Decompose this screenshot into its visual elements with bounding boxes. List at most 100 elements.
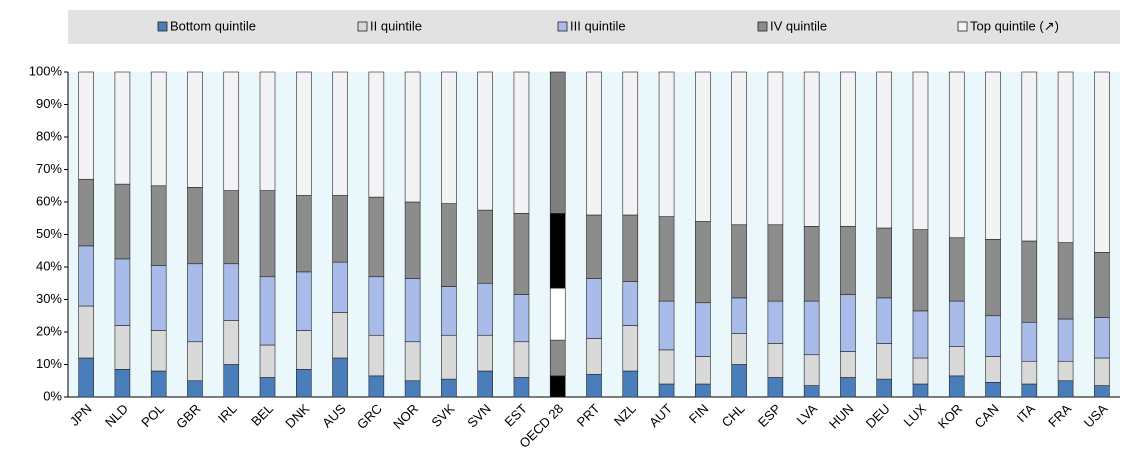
- bar-segment: [695, 356, 711, 385]
- legend-swatch: [557, 21, 568, 32]
- bar-segment: [1094, 71, 1110, 253]
- bar-segment: [1021, 383, 1038, 398]
- bar-segment: [549, 339, 566, 377]
- bar-segment: [985, 71, 1001, 240]
- bar-segment: [477, 370, 493, 398]
- x-tick-label: DNK: [282, 401, 312, 431]
- bar-segment: [767, 377, 784, 398]
- bar-segment: [259, 276, 276, 346]
- bar-segment: [259, 190, 276, 278]
- bar-segment: [586, 373, 602, 398]
- bar-segment: [840, 71, 856, 227]
- bar-segment: [1094, 252, 1110, 318]
- x-tick-label: BEL: [248, 401, 276, 429]
- bar-segment: [948, 71, 965, 239]
- x-tick-label: PRT: [574, 401, 603, 430]
- bar-segment: [223, 320, 240, 365]
- y-tick-label: 60%: [36, 193, 62, 208]
- x-tick-label: FIN: [686, 401, 711, 426]
- y-tick-label: 100%: [29, 63, 63, 78]
- bar-segment: [223, 190, 240, 265]
- bar-segment: [332, 357, 348, 398]
- bar-segment: [1094, 317, 1110, 359]
- bar-segment: [731, 364, 747, 398]
- x-tick-label: POL: [138, 401, 167, 430]
- x-tick-label: USA: [1081, 401, 1111, 431]
- bar-segment: [295, 330, 312, 370]
- bar-segment: [114, 71, 131, 185]
- bar-segment: [803, 300, 820, 356]
- y-tick-label: 40%: [36, 258, 62, 273]
- bar-segment: [658, 71, 675, 217]
- x-tick-label: EST: [502, 401, 531, 430]
- bar-segment: [368, 71, 385, 198]
- bar-segment: [695, 302, 711, 357]
- bar-segment: [1094, 357, 1110, 386]
- bar-segment: [658, 349, 675, 385]
- bar-segment: [912, 71, 929, 230]
- bar-segment: [948, 237, 965, 302]
- bar-segment: [658, 383, 675, 398]
- bar-segment: [477, 334, 493, 372]
- bar-segment: [1057, 360, 1074, 382]
- bar-segment: [114, 369, 131, 398]
- bar-segment: [622, 214, 639, 282]
- bar-segment: [150, 370, 167, 398]
- bar-segment: [948, 346, 965, 377]
- bar-segment: [114, 183, 131, 260]
- bar-segment: [295, 195, 312, 273]
- bar-segment: [767, 224, 784, 302]
- y-tick-label: 0%: [43, 388, 62, 403]
- x-tick-label: NLD: [102, 401, 131, 430]
- x-tick-label: GBR: [173, 401, 204, 432]
- bar-segment: [441, 334, 457, 380]
- bar-segment: [840, 226, 856, 295]
- x-tick-label: SVN: [464, 401, 494, 431]
- bar-segment: [586, 71, 602, 216]
- bar-segment: [586, 278, 602, 339]
- bar-segment: [441, 286, 457, 336]
- bar-segment: [840, 351, 856, 378]
- bar-segment: [622, 281, 639, 326]
- bar-segment: [404, 71, 421, 203]
- bar-segment: [368, 196, 385, 278]
- bar-segment: [404, 278, 421, 343]
- bar-segment: [549, 71, 566, 214]
- bar-segment: [876, 343, 893, 380]
- bar-segment: [948, 300, 965, 347]
- x-tick-label: ITA: [1014, 401, 1038, 425]
- bar-segment: [295, 369, 312, 398]
- bar-segment: [78, 305, 94, 359]
- bar-segment: [477, 282, 493, 336]
- legend-label: IV quintile: [770, 18, 827, 33]
- bar-segment: [187, 71, 203, 188]
- bar-segment: [876, 378, 893, 398]
- bar-segment: [803, 385, 820, 398]
- bar-segment: [259, 344, 276, 378]
- bar-segment: [150, 71, 167, 187]
- bar-segment: [78, 71, 94, 180]
- bar-segment: [1057, 380, 1074, 398]
- y-tick-label: 50%: [36, 226, 62, 241]
- bar-segment: [622, 370, 639, 398]
- bar-segment: [876, 71, 893, 229]
- bar-segment: [332, 312, 348, 359]
- bar-segment: [803, 71, 820, 227]
- bar-segment: [1094, 385, 1110, 398]
- bar-segment: [731, 224, 747, 299]
- bar-segment: [477, 71, 493, 211]
- legend-swatch: [157, 21, 168, 32]
- bar-segment: [985, 315, 1001, 357]
- legend-swatch: [957, 21, 968, 32]
- bar-segment: [586, 338, 602, 375]
- bar-segment: [695, 71, 711, 222]
- bar-segment: [150, 265, 167, 331]
- bar-segment: [1057, 318, 1074, 362]
- x-tick-label: ESP: [755, 401, 784, 430]
- bar-segment: [114, 258, 131, 326]
- bar-segment: [803, 226, 820, 302]
- bar-segment: [622, 325, 639, 372]
- legend-swatch: [357, 21, 368, 32]
- y-tick-label: 70%: [36, 161, 62, 176]
